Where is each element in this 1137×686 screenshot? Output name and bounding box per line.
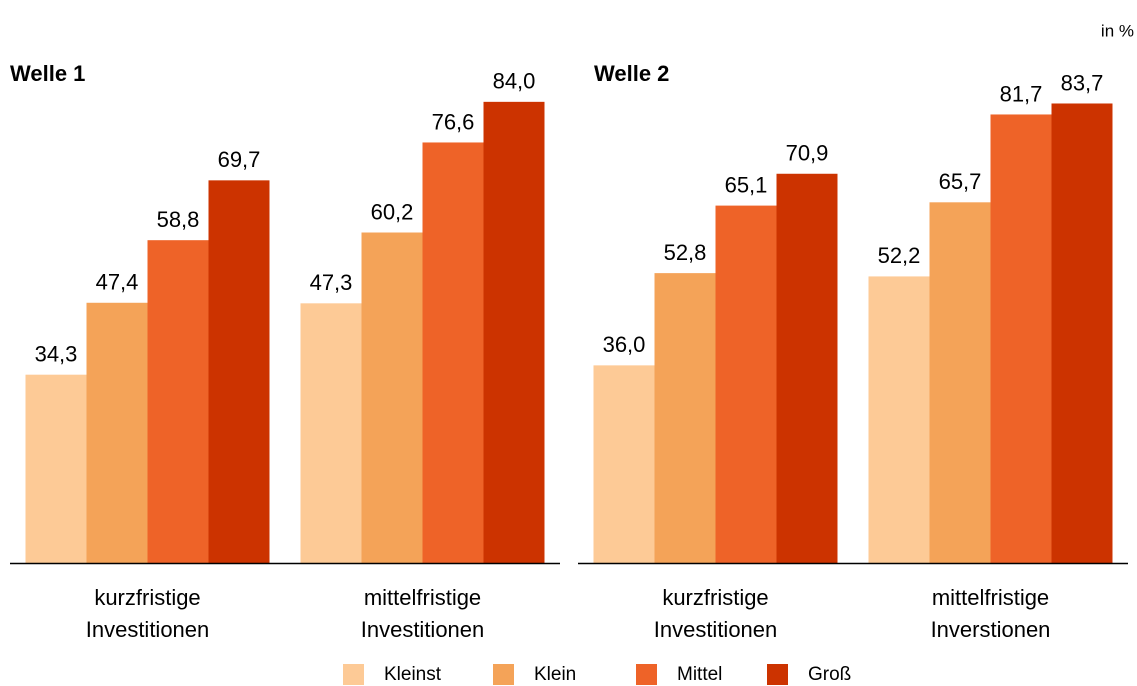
bar [147,240,209,564]
bar [1051,103,1113,563]
legend-swatch [767,664,788,685]
x-tick-label: kurzfristige Investitionen [85,585,210,642]
value-label: 81,7 [1000,81,1043,106]
legend-label: Klein [534,664,576,685]
bar [868,276,930,563]
bar [929,202,991,563]
chart-title: Welle 1 [10,61,85,86]
unit-label: in % [1101,21,1134,40]
value-label: 47,3 [310,270,353,295]
bar [990,114,1052,563]
legend-swatch [493,664,514,685]
legend-swatch [343,664,364,685]
legend-swatch [636,664,657,685]
value-label: 70,9 [786,141,829,166]
chart-title: Welle 2 [594,61,669,86]
value-label: 60,2 [371,199,414,224]
bar [776,173,838,563]
value-label: 58,8 [157,207,200,232]
value-label: 69,7 [218,147,261,172]
bar [86,302,148,563]
value-label: 47,4 [96,270,139,295]
bar [715,205,777,563]
value-label: 36,0 [603,332,646,357]
x-tick-label: mittelfristige Inverstionen [930,585,1051,642]
legend-label: Mittel [677,664,722,685]
value-label: 83,7 [1061,70,1104,95]
legend-label: Kleinst [384,664,442,685]
value-label: 65,1 [725,172,768,197]
value-label: 52,8 [664,240,707,265]
bar [361,232,423,563]
x-tick-label: kurzfristige Investitionen [653,585,778,642]
bar [654,273,716,563]
legend-label: Groß [808,664,851,685]
bar [208,180,270,564]
bar [25,374,87,563]
bar [300,303,362,563]
value-label: 76,6 [432,109,475,134]
bar [593,365,655,563]
value-label: 34,3 [35,342,78,367]
value-label: 52,2 [878,243,921,268]
value-label: 65,7 [939,169,982,194]
value-label: 84,0 [493,69,536,94]
bar [422,142,484,563]
bar [483,101,545,563]
x-tick-label: mittelfristige Investitionen [360,585,485,642]
